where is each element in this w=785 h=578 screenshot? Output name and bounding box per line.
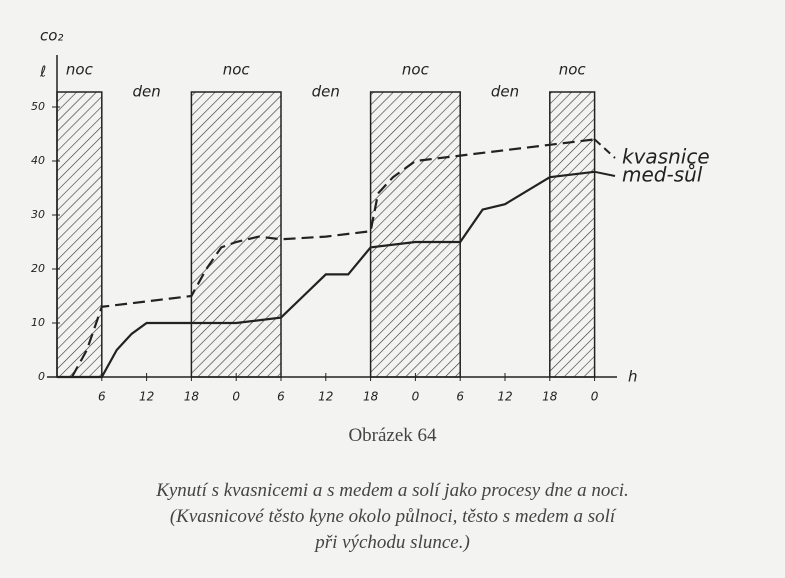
figure-number: Obrázek 64 — [0, 425, 785, 447]
chart: co₂ ℓ h noc den noc den noc den noc 0 10 20 30 40 50… — [0, 0, 785, 410]
x-tick-label: 18 — [184, 390, 200, 404]
y-tick-label: 10 — [31, 316, 45, 329]
x-tick-label: 6 — [277, 390, 285, 404]
x-tick-label: 18 — [363, 390, 379, 404]
y-tick-label: 0 — [38, 370, 45, 383]
y-label: co₂ — [40, 27, 63, 45]
night-band — [550, 92, 595, 377]
y-tick-label: 20 — [31, 262, 45, 275]
legend-leader — [595, 139, 615, 158]
period-label: noc — [66, 61, 94, 79]
period-label: noc — [402, 61, 430, 79]
x-tick-label: 6 — [456, 390, 464, 404]
night-band — [57, 92, 102, 377]
period-label: den — [132, 83, 160, 101]
night-band — [371, 92, 461, 377]
y-unit: ℓ — [39, 63, 46, 81]
x-tick-label: 0 — [232, 390, 240, 404]
caption-line: při východu slunce.) — [0, 532, 785, 554]
caption-line: Kynutí s kvasnicemi a s medem a solí jak… — [0, 480, 785, 502]
x-tick-label: 0 — [412, 390, 420, 404]
legend-leader — [595, 172, 615, 176]
series-line — [57, 172, 595, 377]
caption-line: (Kvasnicové těsto kyne okolo půlnoci, tě… — [0, 506, 785, 528]
y-tick-label: 30 — [31, 208, 45, 221]
y-tick-label: 50 — [31, 100, 45, 113]
night-band — [191, 92, 281, 377]
x-tick-label: 6 — [98, 390, 106, 404]
x-tick-label: 12 — [318, 390, 333, 404]
period-label: den — [491, 83, 519, 101]
x-tick-label: 12 — [497, 390, 512, 404]
series-line — [72, 139, 595, 377]
x-tick-label: 18 — [542, 390, 558, 404]
period-label: den — [312, 83, 340, 101]
series-label: med-sůl — [622, 163, 703, 187]
period-label: noc — [223, 61, 251, 79]
x-tick-label: 0 — [591, 390, 599, 404]
x-tick-label: 12 — [139, 390, 154, 404]
x-label: h — [628, 368, 638, 386]
y-tick-label: 40 — [31, 154, 45, 167]
period-label: noc — [559, 61, 587, 79]
page: co₂ ℓ h noc den noc den noc den noc 0 10 20 30 40 50… — [0, 0, 785, 578]
